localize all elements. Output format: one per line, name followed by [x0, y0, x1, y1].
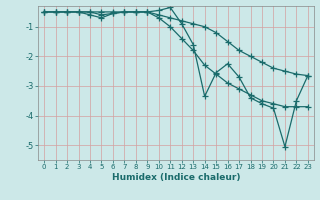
X-axis label: Humidex (Indice chaleur): Humidex (Indice chaleur): [112, 173, 240, 182]
